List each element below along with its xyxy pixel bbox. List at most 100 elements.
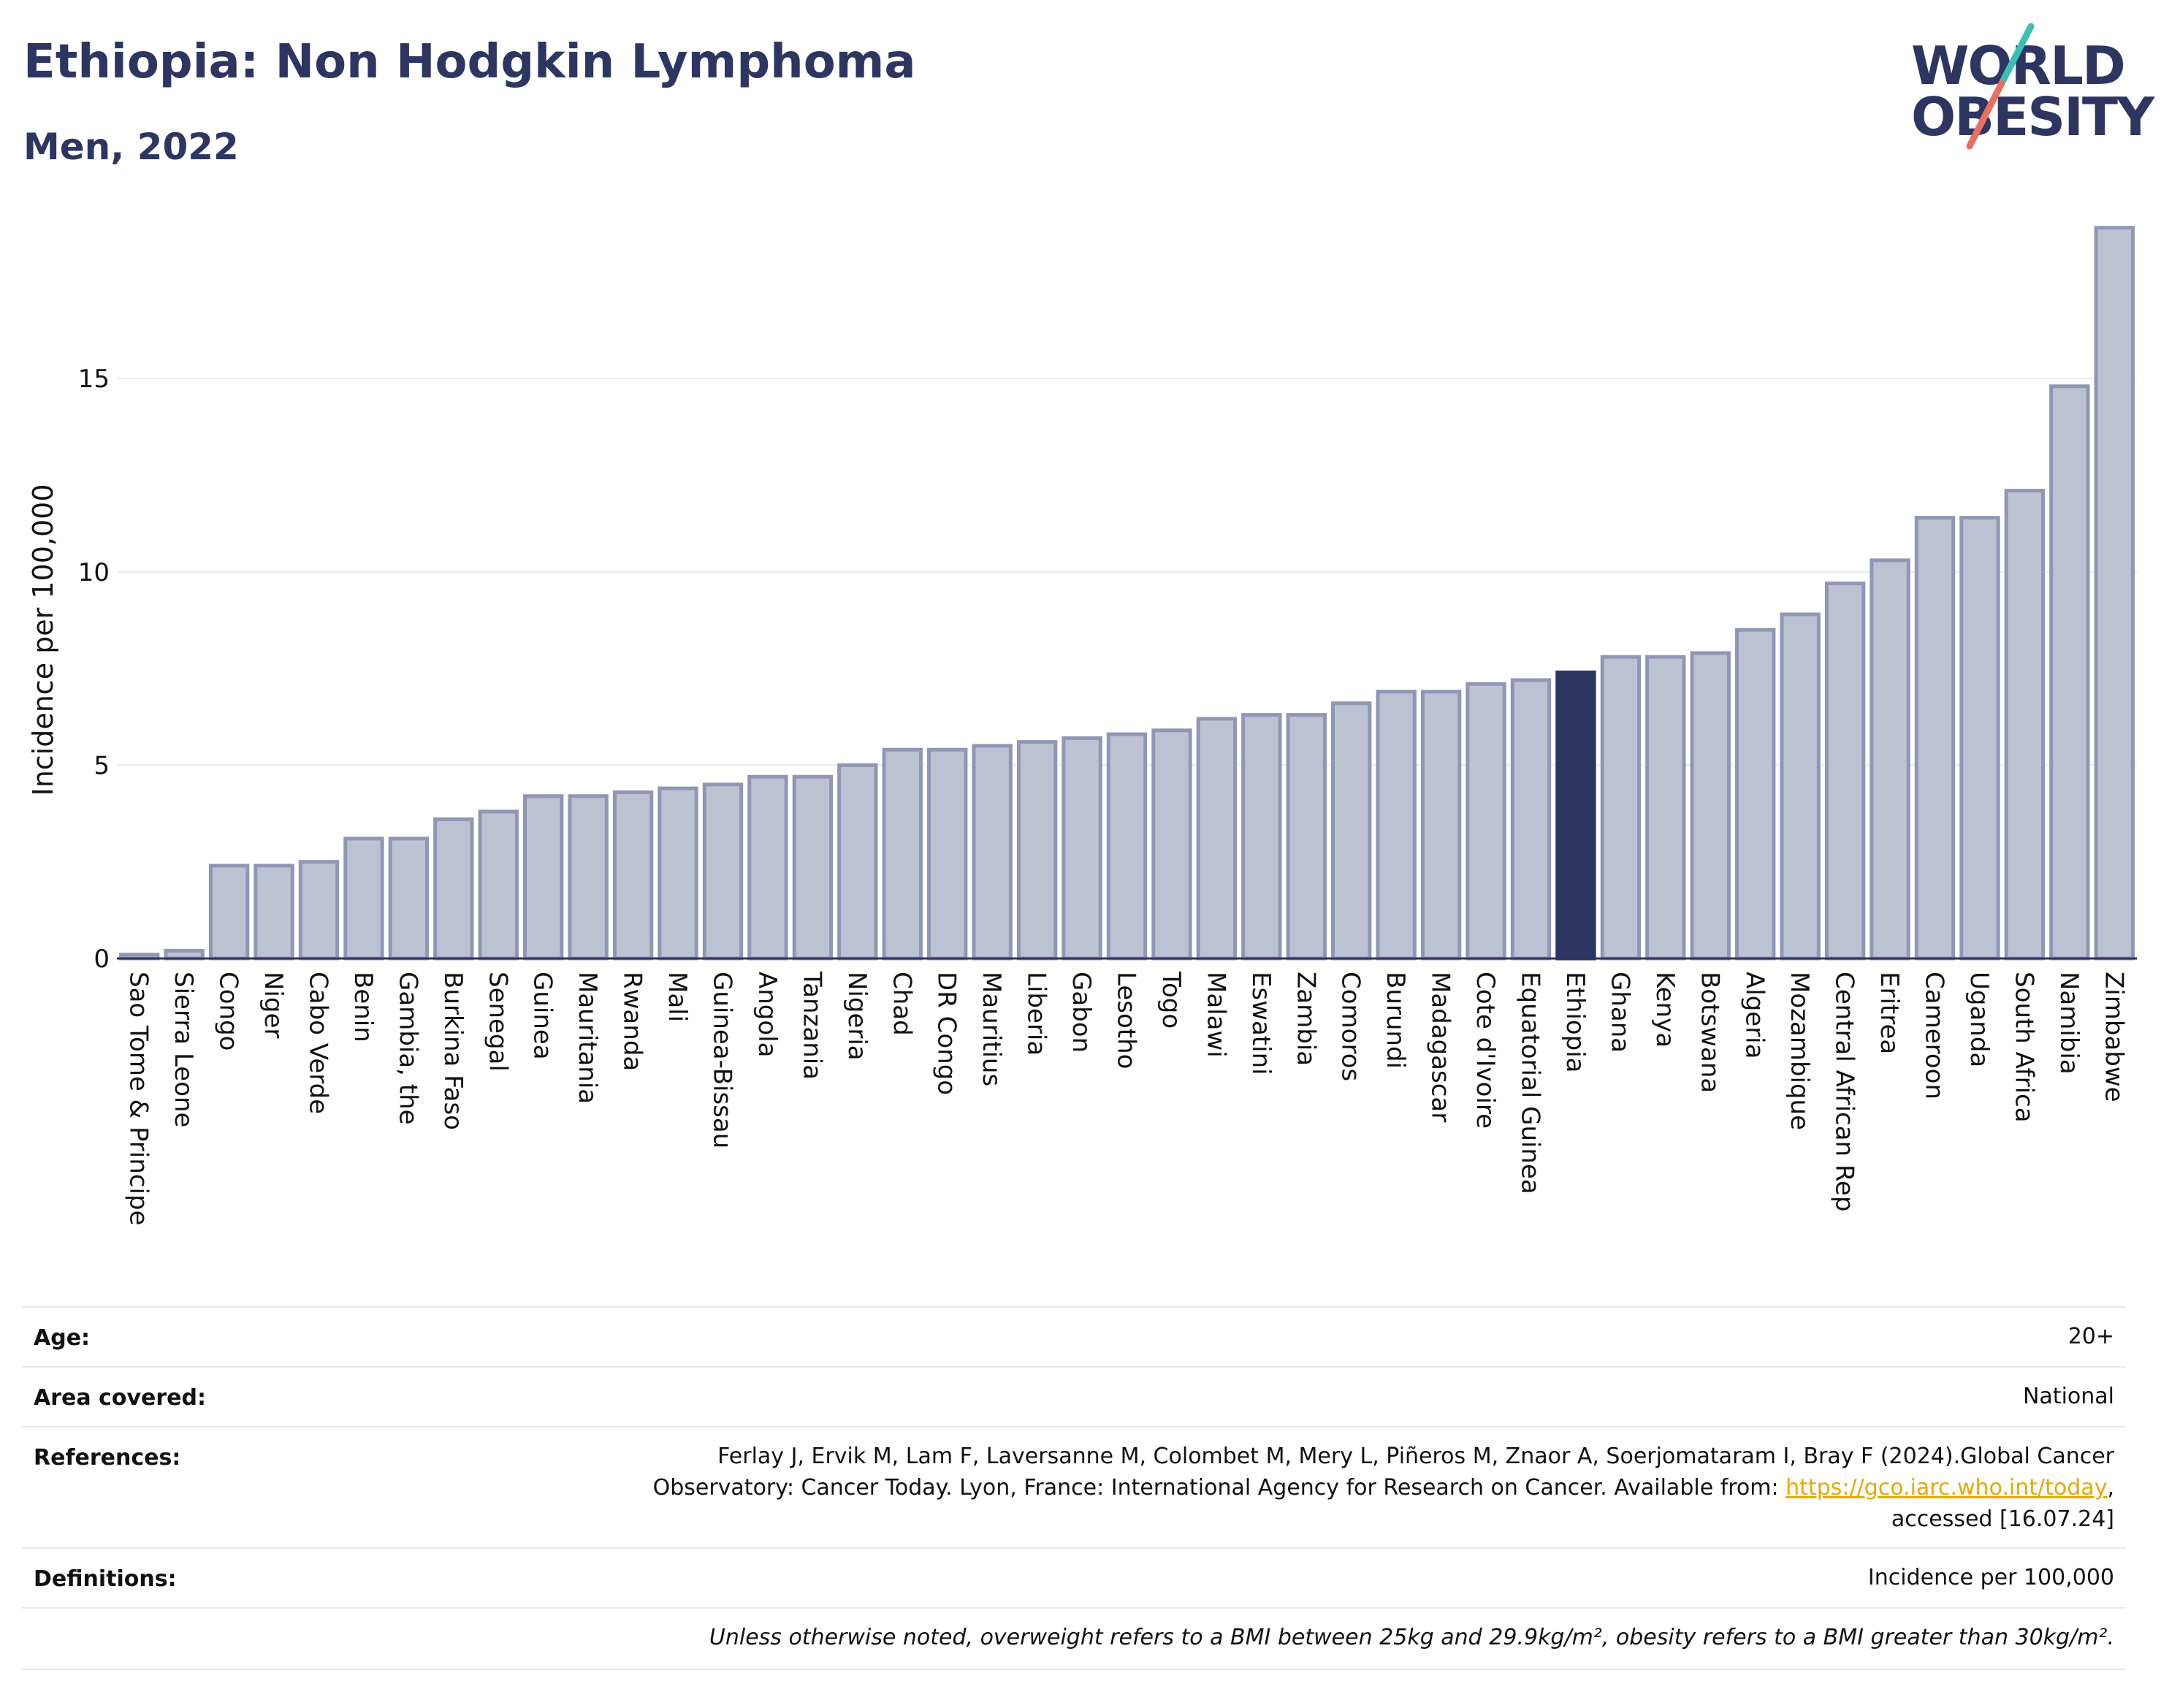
bar: [568, 794, 609, 961]
bar: [927, 747, 968, 961]
references-value: Ferlay J, Ervik M, Lam F, Laversanne M, …: [653, 1441, 2114, 1535]
x-tick-label: Cabo Verde: [304, 972, 333, 1114]
bar: [882, 747, 923, 961]
x-tick-label: Zimbabwe: [2099, 972, 2128, 1102]
bars: [119, 226, 2135, 961]
x-tick-label: Togo: [1156, 971, 1186, 1029]
logo-slash-icon: [1966, 23, 2035, 150]
bar: [1645, 655, 1686, 961]
x-tick-label: Kenya: [1650, 972, 1680, 1048]
references-comma: ,: [2107, 1475, 2114, 1501]
bar: [1151, 728, 1192, 961]
bar: [702, 782, 744, 961]
bar: [1016, 740, 1058, 961]
references-line-1: Ferlay J, Ervik M, Lam F, Laversanne M, …: [717, 1444, 2114, 1469]
x-tick-label: Tanzania: [797, 971, 826, 1080]
area-value: National: [2022, 1384, 2114, 1409]
y-axis-label: Incidence per 100,000: [27, 484, 59, 796]
bar: [1196, 717, 1238, 961]
bar: [1600, 655, 1642, 961]
x-tick-label: Equatorial Guinea: [1516, 972, 1545, 1194]
age-label: Age:: [34, 1325, 91, 1351]
bar: [1062, 736, 1102, 961]
bar: [2094, 226, 2135, 961]
definitions-value: Incidence per 100,000: [1867, 1565, 2114, 1590]
bar: [612, 790, 654, 961]
x-tick-label: Comoros: [1336, 972, 1365, 1081]
bar: [1735, 628, 1776, 961]
references-text-2: Observatory: Cancer Today. Lyon, France:…: [652, 1475, 1786, 1501]
y-tick-label: 15: [78, 365, 110, 394]
bar: [164, 948, 205, 961]
bar: [1690, 651, 1731, 961]
bar: [1466, 682, 1506, 961]
bar: [1331, 701, 1372, 961]
bar: [972, 744, 1013, 961]
area-label: Area covered:: [34, 1385, 206, 1411]
bmi-note: Unless otherwise noted, overweight refer…: [709, 1625, 2114, 1650]
info-row-note: Unless otherwise noted, overweight refer…: [22, 1607, 2126, 1670]
references-link[interactable]: https://gco.iarc.who.int/today: [1785, 1475, 2108, 1501]
bar: [478, 809, 519, 961]
bar: [1241, 713, 1282, 961]
x-tick-label: Malawi: [1201, 972, 1230, 1058]
bar: [1824, 582, 1866, 961]
x-tick-label: Rwanda: [618, 972, 647, 1071]
x-tick-label: Uganda: [1964, 972, 1994, 1067]
references-line-3: accessed [16.07.24]: [1891, 1506, 2114, 1532]
y-tick-label: 5: [94, 751, 110, 780]
bar: [1780, 612, 1821, 961]
bar-chart: 0 5 10 15 Sao Tome & Principe Sierra Leone Co…: [27, 226, 2137, 1226]
bar: [1959, 516, 2000, 961]
x-tick-label: South Africa: [2009, 972, 2038, 1123]
x-tick-label: Guinea: [528, 972, 557, 1060]
bar: [1870, 558, 1910, 961]
x-tick-label: Burkina Faso: [438, 972, 468, 1130]
x-tick-label: Liberia: [1022, 972, 1051, 1056]
x-tick-label: Zambia: [1291, 972, 1320, 1066]
bar: [1420, 690, 1462, 961]
bar: [2004, 489, 2046, 961]
x-tick-label: Gambia, the: [393, 972, 422, 1125]
chart-title: Ethiopia: Non Hodgkin Lymphoma: [23, 35, 916, 89]
x-tick-label: Algeria: [1740, 972, 1769, 1059]
bar: [433, 817, 474, 961]
bar: [837, 763, 878, 961]
x-tick-label: Chad: [887, 972, 916, 1036]
x-tick-label: Madagascar: [1426, 972, 1455, 1122]
info-row-area: Area covered: National: [22, 1366, 2126, 1427]
info-row-references: References: Ferlay J, Ervik M, Lam F, La…: [22, 1426, 2126, 1549]
logo-text-line2: OBESITY: [1911, 86, 2154, 148]
bar: [792, 774, 834, 961]
info-row-definitions: Definitions: Incidence per 100,000: [22, 1547, 2126, 1609]
x-tick-label: Cameroon: [1920, 972, 1949, 1099]
info-row-age: Age: 20+: [22, 1306, 2126, 1368]
bar-highlight: [1555, 670, 1596, 961]
x-tick-label: Nigeria: [842, 972, 872, 1061]
x-tick-label: Eritrea: [1875, 972, 1904, 1054]
bar: [1914, 516, 1956, 961]
references-line-2: Observatory: Cancer Today. Lyon, France:…: [653, 1472, 2114, 1503]
x-tick-label: Benin: [348, 972, 378, 1042]
bar: [254, 863, 294, 961]
y-axis-ticks: 0 5 10 15: [78, 365, 110, 974]
x-tick-label: Mozambique: [1785, 972, 1814, 1130]
x-tick-label: Burundi: [1381, 972, 1410, 1069]
bar: [523, 794, 564, 961]
bar: [1510, 678, 1552, 961]
references-label: References:: [34, 1445, 181, 1471]
y-tick-label: 10: [78, 558, 110, 587]
x-tick-label: Eswatini: [1246, 972, 1276, 1075]
bar: [208, 863, 250, 961]
definitions-label: Definitions:: [34, 1566, 177, 1592]
bar: [388, 836, 430, 961]
x-tick-label: Mauritania: [573, 972, 602, 1104]
x-tick-label: Namibia: [2054, 972, 2084, 1075]
x-tick-label: Senegal: [483, 972, 512, 1072]
age-value: 20+: [2067, 1324, 2114, 1349]
x-tick-label: Botswana: [1695, 972, 1724, 1093]
bar: [747, 774, 788, 961]
x-tick-label: Ethiopia: [1560, 972, 1590, 1072]
x-axis-labels: Sao Tome & Principe Sierra Leone Congo Nige…: [124, 971, 2129, 1226]
bar: [343, 836, 384, 961]
